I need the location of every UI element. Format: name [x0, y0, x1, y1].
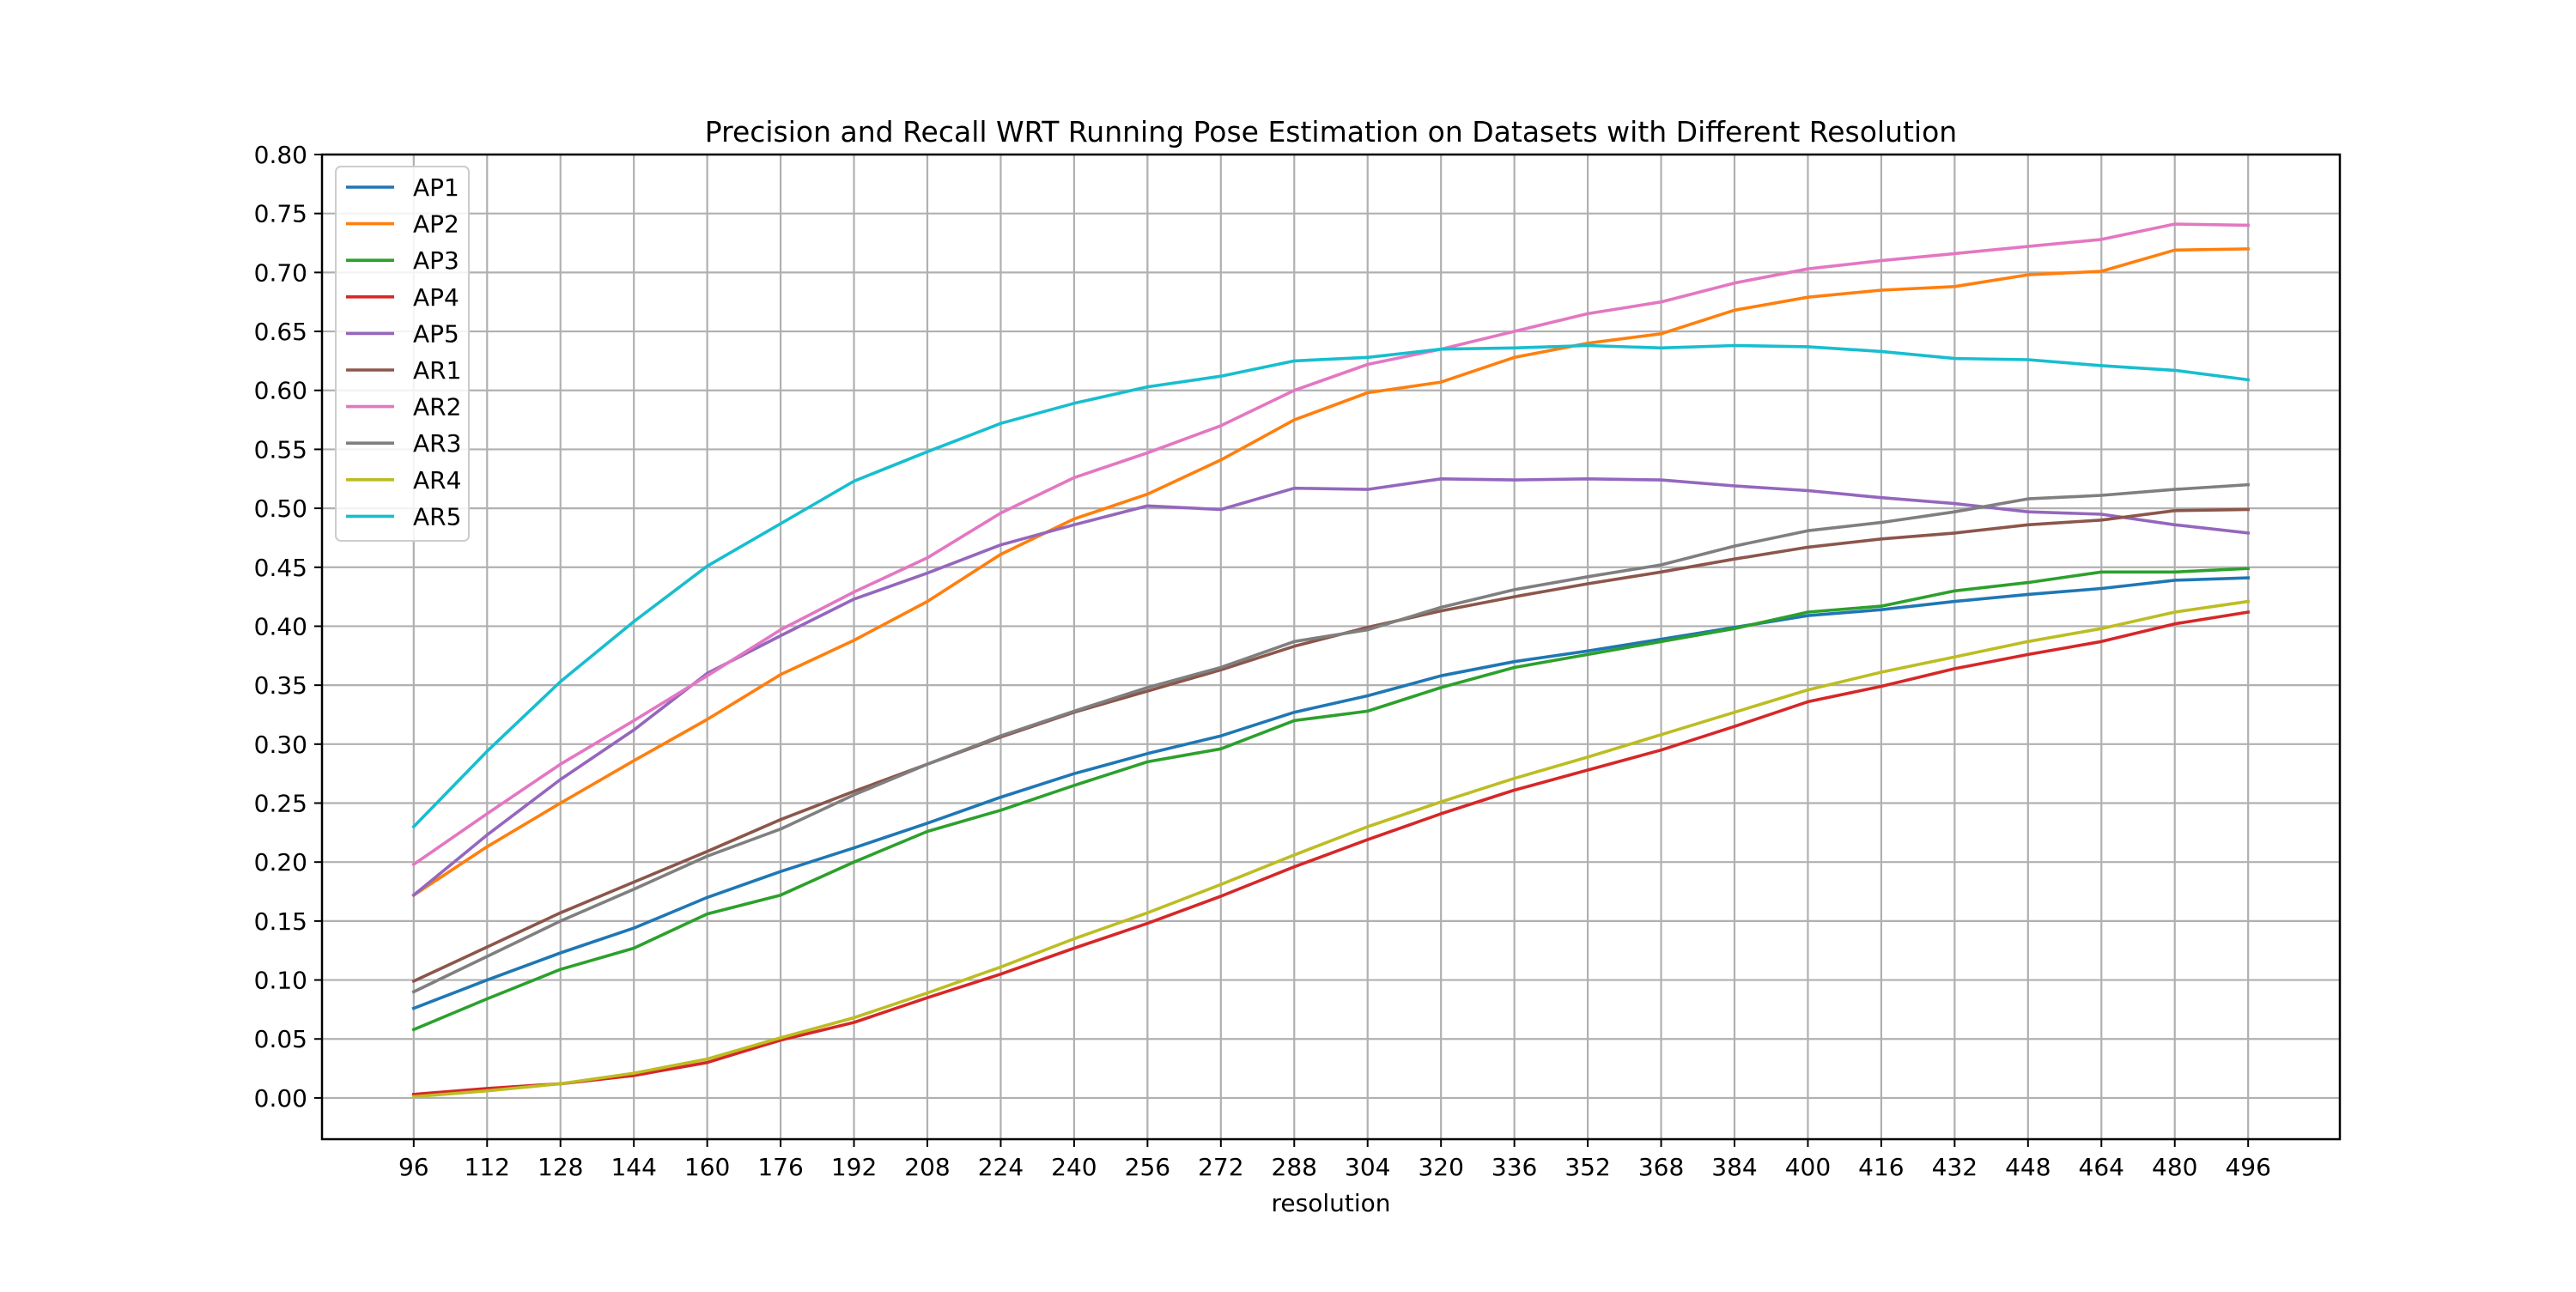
series-line-ar3: [411, 482, 2251, 994]
legend-label-ar3: AR3: [413, 429, 461, 458]
y-tick-label: 0.70: [254, 258, 307, 287]
series-line-ap1: [411, 576, 2251, 1010]
y-tick-label: 0.45: [254, 554, 307, 582]
x-tick-label: 480: [2152, 1153, 2197, 1181]
y-tick-label: 0.80: [254, 141, 307, 169]
x-tick-label: 384: [1711, 1153, 1757, 1181]
legend-label-ar1: AR1: [413, 356, 461, 385]
plot-frame: [320, 153, 2342, 1141]
x-tick-label: 496: [2225, 1153, 2270, 1181]
x-tick-label: 256: [1125, 1153, 1170, 1181]
axis-ticks: 96 112 128 144 160 176 192 208 224 240 256 272 288 30…: [254, 141, 2271, 1181]
x-tick-label: 352: [1564, 1153, 1610, 1181]
y-tick-label: 0.05: [254, 1025, 307, 1053]
x-tick-label: 192: [831, 1153, 877, 1181]
y-tick-label: 0.75: [254, 200, 307, 228]
legend: AP1 AP2 AP3 AP4 AP5 AR1 AR2 AR3 AR4 AR5: [335, 166, 470, 542]
x-tick-label: 416: [1858, 1153, 1904, 1181]
x-tick-label: 208: [904, 1153, 950, 1181]
y-tick-label: 0.30: [254, 731, 307, 759]
y-tick-label: 0.65: [254, 318, 307, 346]
series-line-ap2: [411, 247, 2251, 898]
x-axis-label: resolution: [1271, 1189, 1390, 1217]
y-tick-label: 0.00: [254, 1084, 307, 1113]
legend-label-ap3: AP3: [413, 246, 459, 275]
x-tick-label: 304: [1345, 1153, 1390, 1181]
x-tick-label: 320: [1418, 1153, 1463, 1181]
x-tick-label: 464: [2079, 1153, 2124, 1181]
y-tick-label: 0.20: [254, 848, 307, 876]
legend-label-ap4: AP4: [413, 283, 459, 312]
y-tick-label: 0.10: [254, 967, 307, 995]
x-tick-label: 144: [611, 1153, 656, 1181]
y-tick-label: 0.25: [254, 790, 307, 818]
x-tick-label: 400: [1785, 1153, 1831, 1181]
legend-label-ap5: AP5: [413, 319, 459, 348]
series-line-ar5: [411, 343, 2251, 829]
legend-label-ap2: AP2: [413, 210, 459, 239]
legend-label-ar2: AR2: [413, 393, 461, 422]
x-tick-label: 272: [1198, 1153, 1243, 1181]
legend-label-ap1: AP1: [413, 173, 459, 202]
x-tick-label: 128: [538, 1153, 583, 1181]
series-line-ar4: [411, 599, 2251, 1099]
y-tick-label: 0.60: [254, 377, 307, 405]
x-tick-label: 448: [2005, 1153, 2050, 1181]
y-tick-label: 0.35: [254, 671, 307, 700]
series-line-ar2: [411, 222, 2251, 867]
legend-label-ar5: AR5: [413, 502, 461, 531]
y-tick-label: 0.40: [254, 612, 307, 640]
chart-title: Precision and Recall WRT Running Pose Es…: [705, 115, 1957, 149]
grid: [322, 153, 2340, 1139]
x-tick-label: 112: [465, 1153, 510, 1181]
x-tick-label: 224: [978, 1153, 1024, 1181]
series-line-ap4: [411, 610, 2251, 1096]
x-tick-label: 96: [398, 1153, 429, 1181]
x-tick-label: 336: [1492, 1153, 1537, 1181]
y-tick-label: 0.55: [254, 435, 307, 464]
series-lines: [411, 222, 2251, 1099]
y-tick-label: 0.15: [254, 907, 307, 936]
series-line-ap3: [411, 567, 2251, 1032]
x-tick-label: 432: [1932, 1153, 1978, 1181]
x-tick-label: 368: [1638, 1153, 1684, 1181]
x-tick-label: 176: [757, 1153, 803, 1181]
y-tick-label: 0.50: [254, 494, 307, 523]
x-tick-label: 240: [1051, 1153, 1097, 1181]
legend-label-ar4: AR4: [413, 466, 461, 494]
x-tick-label: 160: [684, 1153, 730, 1181]
x-tick-label: 288: [1272, 1153, 1317, 1181]
